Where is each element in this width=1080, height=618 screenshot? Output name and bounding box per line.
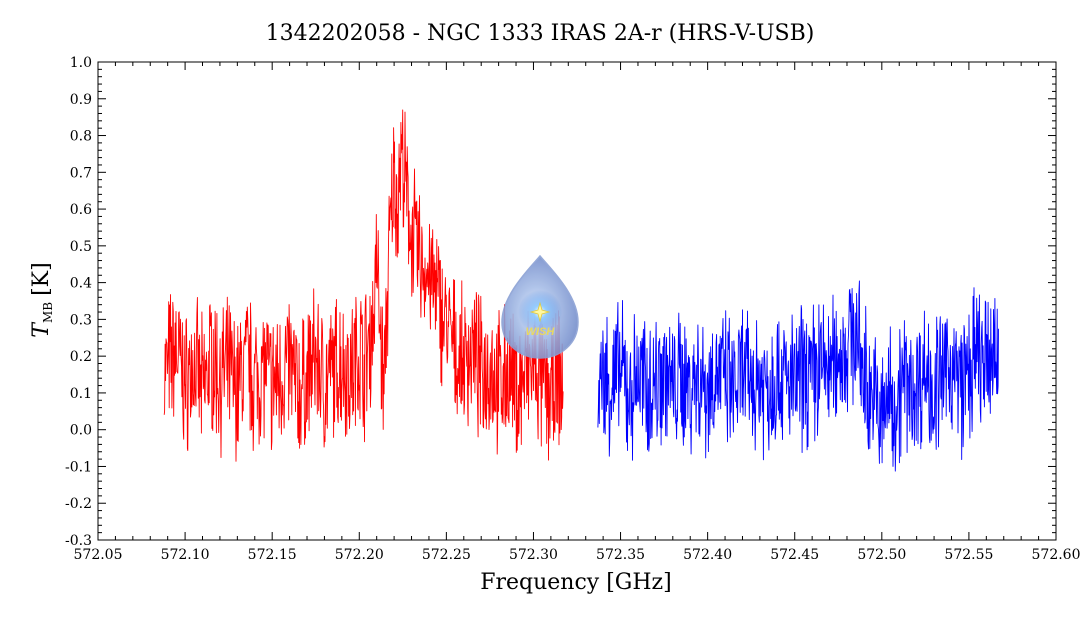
series-line-1	[163, 109, 564, 462]
y-tick-label: -0.1	[65, 459, 92, 475]
x-tick-label: 572.10	[161, 547, 210, 563]
wish-logo-text: WISH	[526, 326, 556, 338]
x-axis-label: Frequency [GHz]	[480, 570, 672, 595]
y-tick-label: 0.6	[70, 202, 92, 218]
y-axis-label-unit: [K]	[29, 262, 54, 296]
y-tick-label: -0.3	[65, 533, 92, 549]
chart-title: 1342202058 - NGC 1333 IRAS 2A-r (HRS-V-U…	[266, 21, 815, 46]
x-tick-label: 572.15	[248, 547, 297, 563]
y-tick-label: 0.4	[70, 276, 92, 292]
x-tick-label: 572.60	[1032, 547, 1080, 563]
x-tick-label: 572.35	[596, 547, 645, 563]
y-tick-label: 0.0	[70, 423, 92, 439]
wish-logo: WISH	[501, 254, 579, 359]
y-axis-label-sub: MB	[41, 302, 55, 323]
x-tick-label: 572.30	[509, 547, 558, 563]
y-tick-label: 0.3	[70, 312, 92, 328]
y-tick-label: 0.7	[70, 165, 92, 181]
plot-border	[97, 61, 1057, 541]
y-tick-label: 0.8	[70, 129, 92, 145]
y-tick-label: 0.1	[70, 386, 92, 402]
y-axis-label-main: T	[29, 321, 54, 338]
y-tick-label: 1.0	[70, 55, 92, 71]
x-tick-label: 572.40	[683, 547, 732, 563]
plot-frame	[97, 61, 1057, 541]
y-tick-label: 0.9	[70, 92, 92, 108]
y-axis-label: TMB [K]	[29, 262, 55, 337]
x-tick-label: 572.25	[422, 547, 471, 563]
x-tick-label: 572.20	[335, 547, 384, 563]
x-axis: 572.05 572.10 572.15 572.20 572.25 572.30 572.…	[74, 62, 1080, 563]
y-tick-label: 0.2	[70, 349, 92, 365]
y-axis: -0.3 -0.2 -0.1 0.0 0.1 0.2 0.3 0.4 0.5 0.6 0.7 0.8 0…	[65, 55, 1056, 549]
x-tick-label: 572.55	[944, 547, 993, 563]
y-tick-label: -0.2	[65, 496, 92, 512]
y-tick-label: 0.5	[70, 239, 92, 255]
x-tick-label: 572.05	[74, 547, 123, 563]
x-tick-label: 572.45	[770, 547, 819, 563]
series-group	[163, 109, 999, 472]
star-icon	[529, 301, 551, 323]
x-tick-label: 572.50	[857, 547, 906, 563]
series-line-2	[597, 280, 999, 472]
